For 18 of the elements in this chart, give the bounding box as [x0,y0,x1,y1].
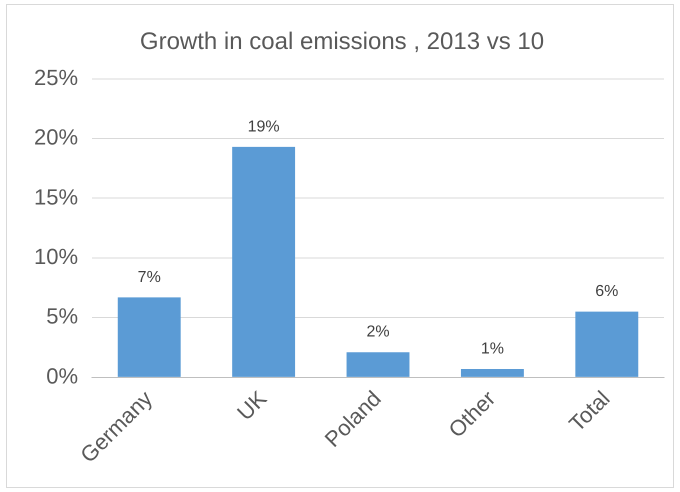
bar [118,297,181,377]
bar [232,146,296,377]
y-tick-label: 25% [34,64,78,90]
y-tick-label: 5% [46,304,78,329]
data-label: 2% [366,324,390,341]
bar [346,352,410,377]
y-tick-label: 10% [34,244,78,269]
data-label: 19% [248,118,280,136]
data-label: 1% [480,340,504,358]
chart-title: Growth in coal emissions , 2013 vs 10 [140,28,544,56]
y-tick-label: 0% [46,363,78,388]
y-tick-label: 15% [34,184,78,210]
bar [575,312,638,377]
data-label: 7% [138,268,161,286]
x-tick-label: UK [232,386,272,426]
data-label: 6% [595,283,618,300]
bar [460,369,524,377]
y-tick-label: 20% [34,124,78,150]
